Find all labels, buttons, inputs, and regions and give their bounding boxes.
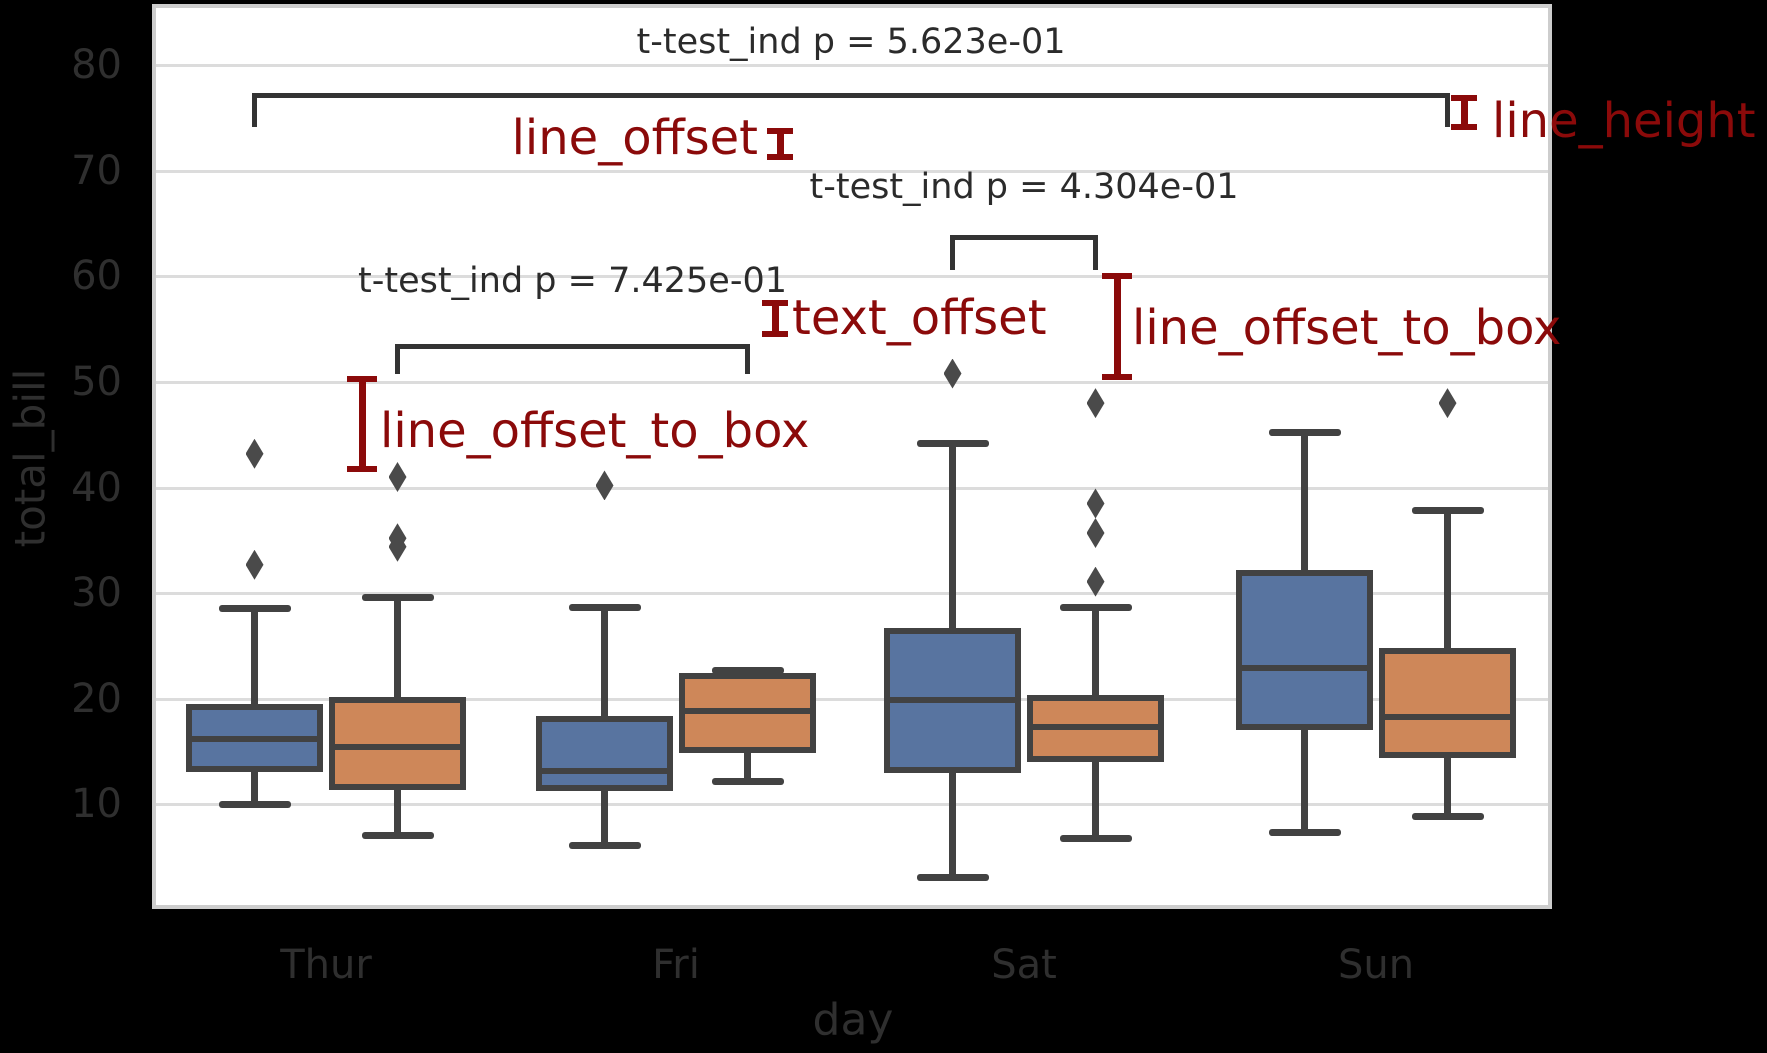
- outlier-diamond: [245, 438, 264, 469]
- x-axis-label: day: [812, 994, 894, 1046]
- whisker-cap-high: [916, 440, 989, 448]
- outlier-diamond: [388, 531, 407, 562]
- significance-bracket: [252, 93, 1450, 127]
- param-beam-serif: [347, 466, 377, 472]
- gridline: [156, 64, 1548, 68]
- param-beam-serif: [767, 154, 793, 160]
- outlier-diamond: [1086, 566, 1105, 597]
- param-label-line_offset: line_offset: [511, 110, 758, 166]
- param-beam-line_offset: [776, 128, 784, 160]
- median-line: [335, 744, 460, 751]
- plot-area: t-test_ind p = 7.425e-01 t-test_ind p = 4…: [152, 4, 1756, 909]
- whisker-cap-low: [361, 832, 434, 840]
- gridline: [156, 592, 1548, 596]
- whisker-cap-high: [218, 604, 291, 612]
- x-tick-label: Fri: [652, 942, 700, 988]
- param-label-line_height: line_height: [1492, 93, 1756, 149]
- param-beam-serif: [762, 331, 788, 337]
- param-beam-line_offset_to_box-right: [1113, 273, 1121, 380]
- whisker-cap-high: [361, 594, 434, 602]
- y-tick-label: 30: [71, 570, 122, 617]
- whisker-cap-low: [218, 801, 291, 809]
- whisker-cap-low: [1059, 835, 1132, 843]
- param-beam-serif: [1451, 124, 1477, 130]
- gridline: [156, 803, 1548, 807]
- y-tick-label: 70: [71, 147, 122, 194]
- outlier-diamond: [1086, 388, 1105, 419]
- y-tick-label: 20: [71, 675, 122, 722]
- param-beam-line_height: [1460, 95, 1468, 130]
- param-beam-serif: [1102, 273, 1132, 279]
- median-line: [192, 735, 317, 742]
- whisker-cap-low: [916, 874, 989, 882]
- param-beam-serif: [762, 300, 788, 306]
- p-value-label: t-test_ind p = 5.623e-01: [636, 22, 1066, 62]
- param-beam-serif: [767, 128, 793, 134]
- outlier-diamond: [595, 470, 614, 501]
- whisker-cap-high: [1411, 506, 1484, 514]
- whisker-cap-low: [1268, 828, 1341, 836]
- y-tick-label: 10: [71, 781, 122, 828]
- median-line: [1385, 713, 1510, 720]
- box-sun-group-2-orange: [1379, 648, 1516, 758]
- p-value-label: t-test_ind p = 4.304e-01: [809, 167, 1239, 207]
- y-tick-label: 50: [71, 359, 122, 405]
- median-line: [1242, 665, 1367, 672]
- y-tick-label: 60: [71, 253, 122, 300]
- significance-bracket: [950, 235, 1098, 270]
- outlier-diamond: [1438, 388, 1457, 419]
- param-beam-serif: [347, 376, 377, 382]
- outlier-diamond: [943, 358, 962, 389]
- gridline: [156, 169, 1548, 173]
- gridline: [156, 381, 1548, 384]
- y-tick-label: 40: [71, 464, 122, 511]
- whisker-cap-low: [568, 841, 641, 849]
- median-line: [685, 708, 810, 715]
- outlier-diamond: [245, 549, 264, 580]
- box-sun-group-1-blue: [1236, 569, 1373, 731]
- whisker-cap-high: [1059, 603, 1132, 611]
- y-tick-label: 80: [71, 42, 122, 89]
- param-label-text_offset: text_offset: [792, 290, 1047, 346]
- box-thur-group-2-orange: [329, 696, 466, 790]
- median-line: [890, 696, 1015, 703]
- param-beam-text_offset: [771, 300, 779, 337]
- x-tick-label: Sat: [991, 942, 1057, 988]
- param-label-line_offset_to_box-right: line_offset_to_box: [1132, 300, 1562, 356]
- whisker-cap-low: [711, 778, 784, 786]
- param-beam-serif: [1451, 95, 1477, 101]
- whisker-cap-high: [568, 603, 641, 611]
- outlier-diamond: [1086, 488, 1105, 519]
- box-fri-group-1-blue: [536, 715, 673, 791]
- gridline: [156, 275, 1548, 279]
- whisker-cap-high: [1268, 428, 1341, 436]
- param-label-line_offset_to_box-left: line_offset_to_box: [380, 403, 810, 459]
- x-tick-label: Thur: [280, 942, 372, 988]
- p-value-label: t-test_ind p = 7.425e-01: [357, 261, 788, 301]
- whisker-cap-low: [1411, 813, 1484, 821]
- outlier-diamond: [388, 462, 407, 493]
- gridline: [156, 486, 1548, 490]
- param-beam-serif: [1102, 374, 1132, 380]
- gridline: [156, 697, 1548, 701]
- median-line: [1033, 724, 1158, 731]
- median-line: [542, 767, 667, 774]
- whisker-cap-high: [711, 667, 784, 675]
- significance-bracket: [395, 344, 750, 374]
- param-beam-line_offset_to_box-left: [358, 376, 366, 472]
- y-axis-label: total_bill: [5, 368, 55, 548]
- x-tick-label: Sun: [1337, 942, 1415, 988]
- outlier-diamond: [1086, 518, 1105, 548]
